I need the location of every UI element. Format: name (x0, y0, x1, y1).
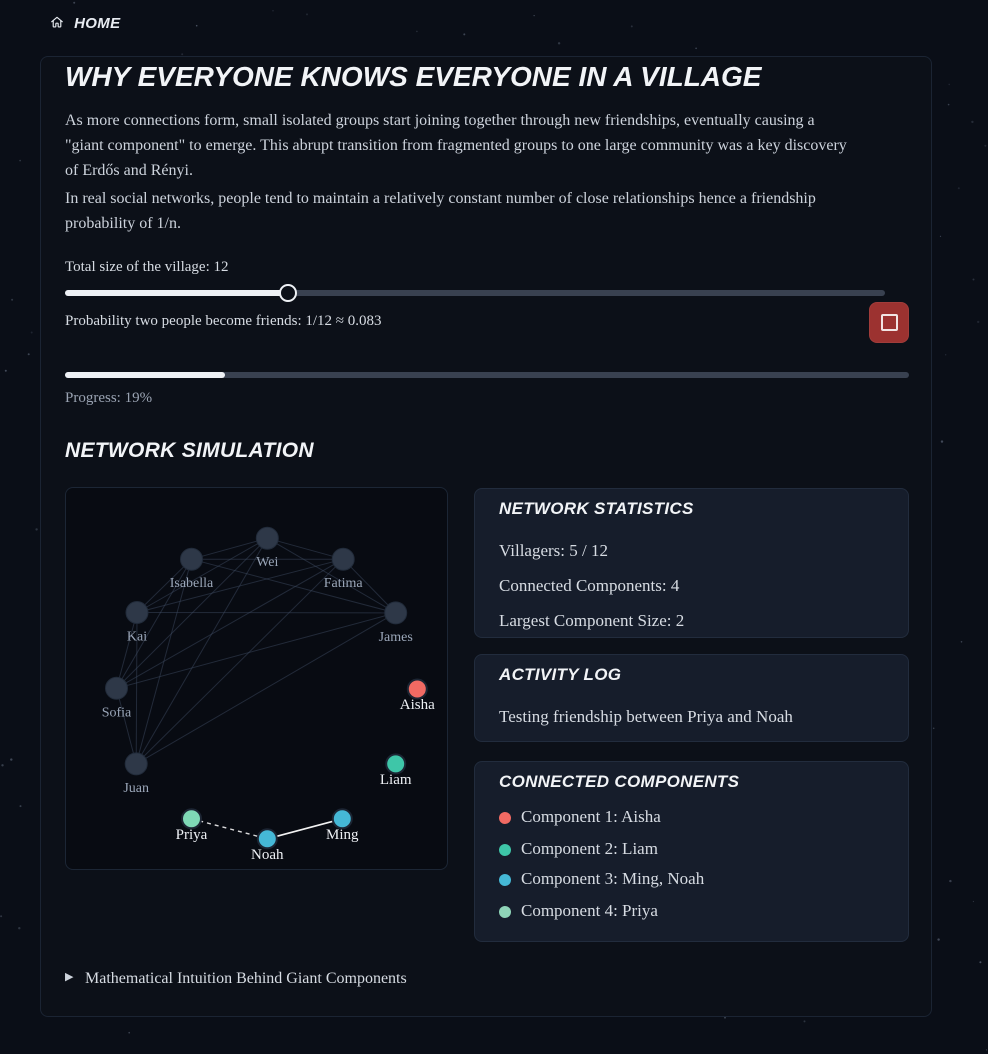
svg-text:Noah: Noah (251, 847, 284, 863)
svg-text:Kai: Kai (127, 630, 147, 645)
svg-text:Priya: Priya (176, 827, 208, 843)
svg-text:Sofia: Sofia (102, 705, 132, 720)
svg-text:Wei: Wei (256, 555, 278, 570)
svg-text:James: James (379, 630, 413, 645)
svg-text:Ming: Ming (326, 827, 359, 843)
svg-text:Aisha: Aisha (400, 697, 435, 713)
svg-text:Fatima: Fatima (324, 576, 364, 591)
svg-text:Juan: Juan (123, 781, 149, 796)
svg-text:Isabella: Isabella (170, 576, 214, 591)
svg-text:Liam: Liam (380, 772, 412, 788)
